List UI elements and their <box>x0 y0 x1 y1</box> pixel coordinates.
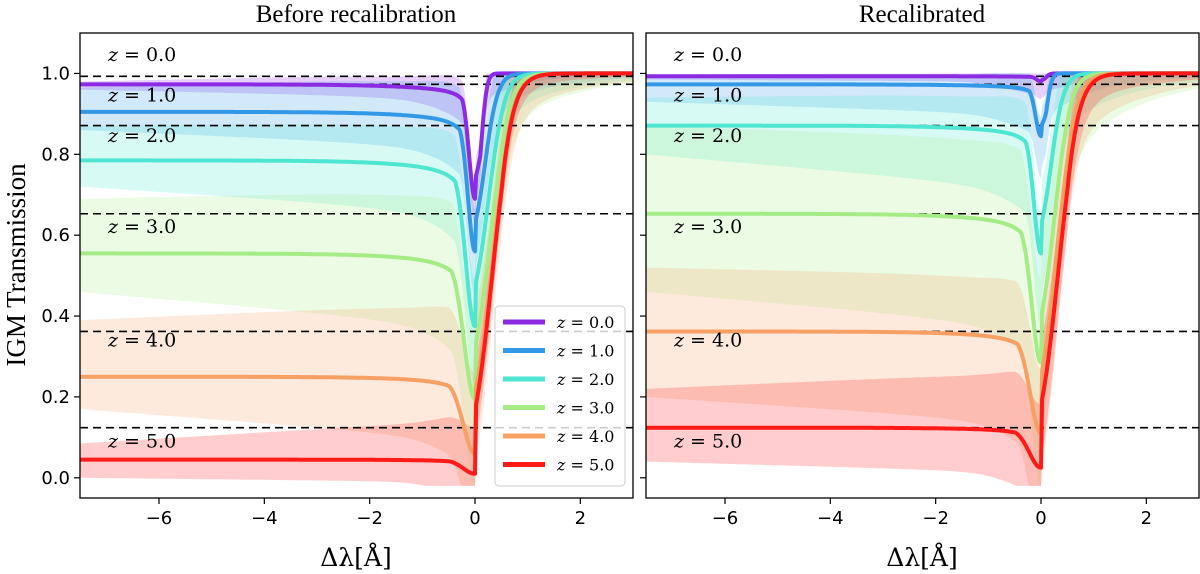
x-tick-label-1-0: −6 <box>712 508 739 529</box>
z-annotation-0-2: z = 2.0 <box>107 125 176 147</box>
left-x-axis-label: Δλ[Å] <box>320 542 391 572</box>
legend-label-1: z = 1.0 <box>556 342 614 361</box>
legend: z = 0.0 z = 1.0 z = 2.0 z = 3.0 z = 4.0 z = 5… <box>494 305 626 487</box>
band-0-z0 <box>80 73 633 225</box>
x-tick-label-0-3: 0 <box>469 508 480 529</box>
z-annotation-0-0: z = 0.0 <box>107 44 176 66</box>
legend-label-0: z = 0.0 <box>556 313 614 332</box>
y-tick-label-3: 0.6 <box>41 225 70 246</box>
y-tick-label-5: 1.0 <box>41 63 70 84</box>
y-tick-label-1: 0.2 <box>41 387 70 408</box>
legend-label-3: z = 3.0 <box>556 399 614 418</box>
axes-frame-1 <box>645 32 1200 499</box>
band-1-z0 <box>646 73 1199 99</box>
legend-label-2: z = 2.0 <box>556 370 614 389</box>
band-0-z3 <box>80 73 633 482</box>
band-1-z5 <box>646 73 1199 486</box>
right-panel: z = 0.0 z = 1.0 z = 2.0 z = 3.0 z = 4.0 z = 5… <box>640 32 1200 529</box>
y-tick-label-0: 0.0 <box>41 468 70 489</box>
z-annotation-1-1: z = 1.0 <box>673 85 742 107</box>
z-annotation-1-2: z = 2.0 <box>673 125 742 147</box>
x-tick-label-0-4: 2 <box>575 508 586 529</box>
x-tick-label-0-1: −4 <box>251 508 278 529</box>
y-tick-label-2: 0.4 <box>41 306 70 327</box>
z-annotation-0-5: z = 5.0 <box>107 430 176 452</box>
line-0-z5 <box>80 71 633 476</box>
z-annotation-0-4: z = 4.0 <box>107 329 176 351</box>
x-tick-label-1-2: −2 <box>922 508 949 529</box>
x-tick-label-1-1: −4 <box>817 508 844 529</box>
z-annotation-0-1: z = 1.0 <box>107 85 176 107</box>
right-chart-title: Recalibrated <box>859 1 986 28</box>
x-tick-label-1-4: 2 <box>1141 508 1152 529</box>
axes-frame-0 <box>79 32 634 499</box>
x-tick-label-1-3: 0 <box>1035 508 1046 529</box>
z-annotation-1-3: z = 3.0 <box>673 216 742 238</box>
x-tick-label-0-2: −2 <box>356 508 383 529</box>
band-0-z4 <box>80 73 633 486</box>
line-1-z5 <box>646 71 1199 470</box>
legend-label-5: z = 5.0 <box>556 456 614 475</box>
left-chart-title: Before recalibration <box>256 1 457 28</box>
band-0-z5 <box>80 73 633 486</box>
right-x-axis-label: Δλ[Å] <box>886 542 957 572</box>
band-0-z1 <box>80 73 633 298</box>
band-1-z2 <box>646 73 1199 327</box>
left-panel: z = 0.0 z = 1.0 z = 2.0 z = 3.0 z = 4.0 z = 5… <box>41 32 634 529</box>
y-axis-label: IGM Transmission <box>1 163 31 367</box>
x-tick-label-0-0: −6 <box>146 508 173 529</box>
z-annotation-1-4: z = 4.0 <box>673 329 742 351</box>
z-annotation-0-3: z = 3.0 <box>107 216 176 238</box>
z-annotation-1-5: z = 5.0 <box>673 430 742 452</box>
z-annotation-1-0: z = 0.0 <box>673 44 742 66</box>
y-tick-label-4: 0.8 <box>41 144 70 165</box>
legend-label-4: z = 4.0 <box>556 427 614 446</box>
